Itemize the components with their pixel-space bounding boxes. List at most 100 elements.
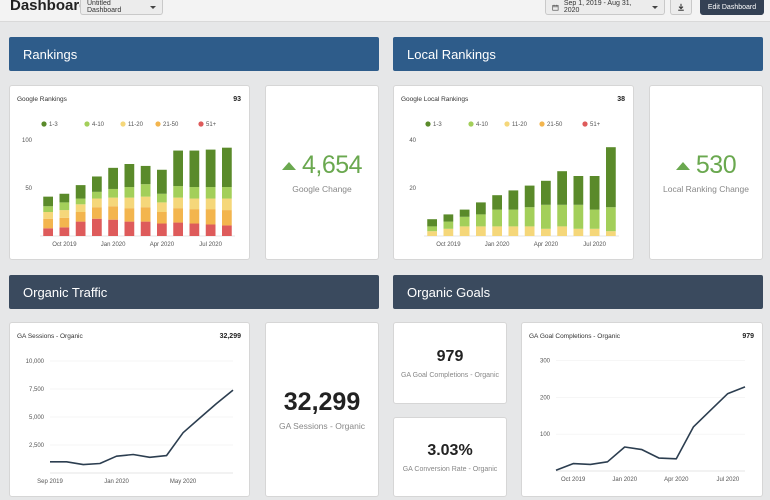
bar-segment [75, 198, 86, 205]
edit-dashboard-button[interactable]: Edit Dashboard [700, 0, 764, 15]
google-rankings-card: Google Rankings 93 1-3 4-10 11-20 21-50 51+ 1… [9, 85, 250, 260]
x-tick-label: Oct 2019 [561, 477, 586, 483]
bar-segment [43, 228, 53, 236]
card-count: 93 [233, 96, 241, 103]
bar-segment [92, 218, 102, 236]
x-tick-label: Jul 2020 [583, 242, 606, 248]
series-line [50, 389, 234, 466]
arrow-up-icon [675, 161, 690, 170]
bar-segment [189, 187, 200, 199]
bar-segment [222, 147, 232, 188]
download-button[interactable] [670, 0, 692, 15]
bar-segment [573, 204, 584, 229]
google-rankings-chart: 1-3 4-10 11-20 21-50 51+ 100 50 Oct 2019 Jan 202… [22, 121, 235, 248]
bar-segment [589, 176, 600, 210]
local-change-card: 530 Local Ranking Change [649, 85, 763, 260]
arrow-up-icon [281, 161, 296, 170]
bar-segment [92, 191, 102, 199]
legend-label: 1-3 [433, 122, 442, 128]
x-tick-label: Oct 2019 [52, 242, 77, 248]
bar-segment [508, 209, 519, 227]
ga-sessions-value: 32,299 [283, 388, 361, 416]
bar-segment [476, 214, 486, 227]
bar-segment [205, 198, 216, 210]
bar-segment [222, 198, 232, 211]
legend-swatch [84, 121, 90, 127]
bar-segment [443, 214, 454, 222]
bar-segment [427, 226, 437, 232]
bar-segment [557, 204, 567, 227]
legend-swatch [120, 121, 126, 127]
card-count: 38 [617, 96, 625, 103]
ga-sessions-label: GA Sessions - Organic [279, 421, 365, 431]
x-tick-label: Jan 2020 [485, 242, 510, 248]
bar-segment [92, 176, 102, 192]
section-organic-traffic: Organic Traffic [9, 275, 379, 309]
bar-segment [75, 221, 86, 236]
x-tick-label: Apr 2020 [664, 477, 689, 483]
bar-segment [173, 208, 183, 223]
legend-swatch [504, 121, 510, 127]
bar-segment [124, 221, 135, 236]
bar-segment [476, 202, 486, 215]
bar-segment [541, 204, 551, 229]
bar-segment [173, 222, 183, 236]
x-tick-label: Jan 2020 [104, 479, 129, 485]
y-tick-label: 50 [25, 186, 32, 192]
goal-completions-label: GA Goal Completions - Organic [400, 371, 500, 379]
legend-label: 4-10 [476, 122, 489, 128]
legend-swatch [582, 121, 588, 127]
conversion-rate-kpi-card: 3.03% GA Conversion Rate - Organic [393, 417, 507, 497]
bar-segment [205, 209, 216, 225]
google-change-value: 4,654 [301, 151, 363, 179]
dashboard-select[interactable]: Untitled Dashboard [80, 0, 163, 15]
bar-segment [492, 195, 502, 210]
y-tick-label: 300 [540, 358, 551, 364]
section-organic-goals: Organic Goals [393, 275, 763, 309]
bar-segment [508, 226, 519, 236]
bar-segment [157, 223, 167, 236]
bar-segment [222, 187, 232, 199]
bar-segment [43, 218, 53, 229]
x-tick-label: Apr 2020 [534, 242, 559, 248]
bar-segment [140, 221, 151, 236]
x-tick-label: Jul 2020 [716, 477, 739, 483]
card-title: Google Local Rankings [401, 96, 469, 103]
y-tick-label: 20 [409, 186, 416, 192]
bar-segment [459, 209, 470, 217]
bar-segment [492, 209, 502, 227]
date-range-label: Sep 1, 2019 - Aug 31, 2020 [563, 0, 632, 14]
bar-segment [222, 225, 232, 236]
x-tick-label: Jul 2020 [199, 242, 222, 248]
chevron-down-icon [652, 5, 658, 9]
series-line [555, 386, 746, 472]
bar-segment [606, 231, 616, 236]
date-range-picker[interactable]: Sep 1, 2019 - Aug 31, 2020 [545, 0, 665, 15]
legend-swatch [41, 121, 47, 127]
legend-swatch [155, 121, 161, 127]
bar-segment [75, 185, 86, 199]
y-tick-label: 2,500 [29, 443, 45, 449]
bar-segment [492, 226, 502, 236]
ga-sessions-chart: 10,000 7,500 5,000 2,500 Sep 2019 Jan 2020 May… [26, 359, 234, 485]
y-tick-label: 40 [409, 138, 416, 144]
bar-segment [108, 188, 118, 198]
bar-segment [541, 228, 551, 236]
card-title: GA Sessions - Organic [17, 333, 83, 340]
bar-segment [92, 207, 102, 219]
bar-segment [108, 219, 118, 236]
bar-segment [205, 149, 216, 188]
y-tick-label: 100 [540, 432, 551, 438]
bar-segment [157, 202, 167, 212]
top-bar: Dashboard Untitled Dashboard Sep 1, 2019… [0, 0, 770, 22]
bar-segment [189, 150, 200, 188]
bar-segment [443, 228, 454, 236]
bar-segment [157, 212, 167, 224]
bar-segment [173, 197, 183, 209]
section-rankings: Rankings [9, 37, 379, 71]
legend-label: 4-10 [92, 122, 105, 128]
x-tick-label: Jan 2020 [612, 477, 637, 483]
bar-segment [108, 197, 118, 207]
legend-swatch [539, 121, 545, 127]
bar-segment [606, 207, 616, 232]
